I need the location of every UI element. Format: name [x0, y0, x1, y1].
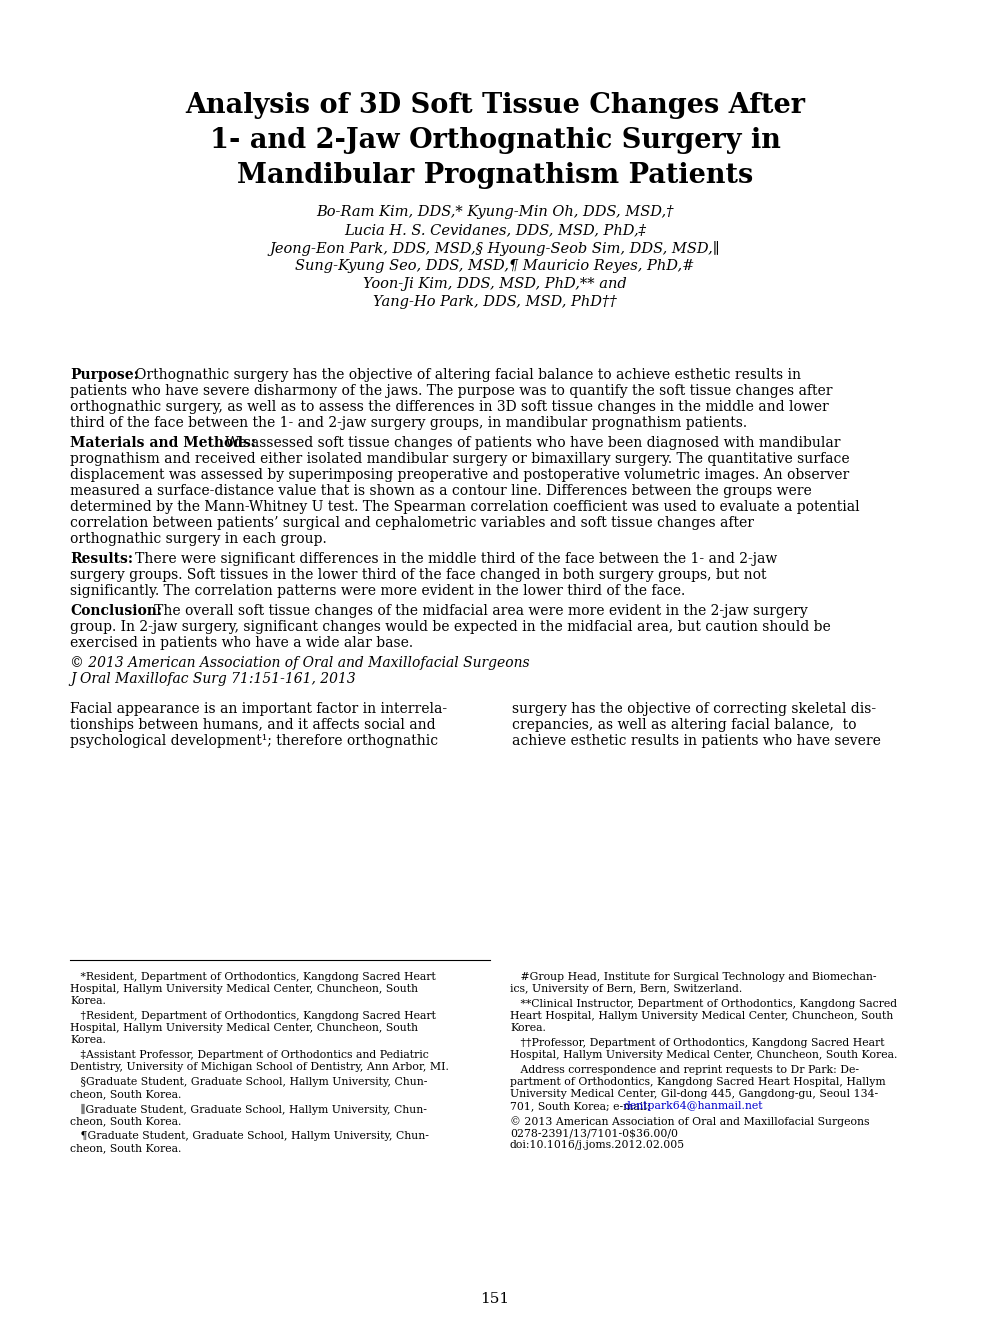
Text: third of the face between the 1- and 2-jaw surgery groups, in mandibular prognat: third of the face between the 1- and 2-j… [70, 416, 747, 430]
Text: crepancies, as well as altering facial balance,  to: crepancies, as well as altering facial b… [512, 718, 856, 733]
Text: patients who have severe disharmony of the jaws. The purpose was to quantify the: patients who have severe disharmony of t… [70, 384, 833, 399]
Text: Yang-Ho Park, DDS, MSD, PhD††: Yang-Ho Park, DDS, MSD, PhD†† [373, 294, 617, 309]
Text: Jeong-Eon Park, DDS, MSD,§ Hyoung-Seob Sim, DDS, MSD,∥: Jeong-Eon Park, DDS, MSD,§ Hyoung-Seob S… [269, 242, 721, 256]
Text: Materials and Methods:: Materials and Methods: [70, 436, 256, 450]
Text: Korea.: Korea. [510, 1023, 545, 1034]
Text: Address correspondence and reprint requests to Dr Park: De-: Address correspondence and reprint reque… [510, 1065, 859, 1074]
Text: ¶Graduate Student, Graduate School, Hallym University, Chun-: ¶Graduate Student, Graduate School, Hall… [70, 1131, 429, 1140]
Text: prognathism and received either isolated mandibular surgery or bimaxillary surge: prognathism and received either isolated… [70, 451, 849, 466]
Text: cheon, South Korea.: cheon, South Korea. [70, 1143, 181, 1152]
Text: *Resident, Department of Orthodontics, Kangdong Sacred Heart: *Resident, Department of Orthodontics, K… [70, 972, 436, 982]
Text: The overall soft tissue changes of the midfacial area were more evident in the 2: The overall soft tissue changes of the m… [141, 605, 808, 618]
Text: doi:10.1016/j.joms.2012.02.005: doi:10.1016/j.joms.2012.02.005 [510, 1140, 685, 1150]
Text: 1- and 2-Jaw Orthognathic Surgery in: 1- and 2-Jaw Orthognathic Surgery in [210, 127, 780, 154]
Text: ics, University of Bern, Bern, Switzerland.: ics, University of Bern, Bern, Switzerla… [510, 983, 742, 994]
Text: determined by the Mann-Whitney U test. The Spearman correlation coefficient was : determined by the Mann-Whitney U test. T… [70, 500, 859, 513]
Text: Hospital, Hallym University Medical Center, Chuncheon, South: Hospital, Hallym University Medical Cent… [70, 1023, 418, 1034]
Text: Yoon-Ji Kim, DDS, MSD, PhD,** and: Yoon-Ji Kim, DDS, MSD, PhD,** and [363, 277, 627, 290]
Text: Korea.: Korea. [70, 1035, 106, 1045]
Text: © 2013 American Association of Oral and Maxillofacial Surgeons: © 2013 American Association of Oral and … [70, 656, 530, 671]
Text: We assessed soft tissue changes of patients who have been diagnosed with mandibu: We assessed soft tissue changes of patie… [212, 436, 841, 450]
Text: #Group Head, Institute for Surgical Technology and Biomechan-: #Group Head, Institute for Surgical Tech… [510, 972, 876, 982]
Text: ‡Assistant Professor, Department of Orthodontics and Pediatric: ‡Assistant Professor, Department of Orth… [70, 1049, 429, 1060]
Text: ††Professor, Department of Orthodontics, Kangdong Sacred Heart: ††Professor, Department of Orthodontics,… [510, 1038, 884, 1048]
Text: displacement was assessed by superimposing preoperative and postoperative volume: displacement was assessed by superimposi… [70, 469, 849, 482]
Text: Results:: Results: [70, 552, 133, 566]
Text: psychological development¹; therefore orthognathic: psychological development¹; therefore or… [70, 734, 439, 748]
Text: §Graduate Student, Graduate School, Hallym University, Chun-: §Graduate Student, Graduate School, Hall… [70, 1077, 428, 1086]
Text: measured a surface-distance value that is shown as a contour line. Differences b: measured a surface-distance value that i… [70, 484, 812, 498]
Text: correlation between patients’ surgical and cephalometric variables and soft tiss: correlation between patients’ surgical a… [70, 516, 754, 531]
Text: achieve esthetic results in patients who have severe: achieve esthetic results in patients who… [512, 734, 881, 748]
Text: ∥Graduate Student, Graduate School, Hallym University, Chun-: ∥Graduate Student, Graduate School, Hall… [70, 1104, 427, 1115]
Text: orthognathic surgery, as well as to assess the differences in 3D soft tissue cha: orthognathic surgery, as well as to asse… [70, 400, 829, 414]
Text: exercised in patients who have a wide alar base.: exercised in patients who have a wide al… [70, 636, 413, 649]
Text: Korea.: Korea. [70, 997, 106, 1006]
Text: significantly. The correlation patterns were more evident in the lower third of : significantly. The correlation patterns … [70, 583, 685, 598]
Text: surgery has the objective of correcting skeletal dis-: surgery has the objective of correcting … [512, 702, 876, 715]
Text: †Resident, Department of Orthodontics, Kangdong Sacred Heart: †Resident, Department of Orthodontics, K… [70, 1011, 436, 1020]
Text: Purpose:: Purpose: [70, 368, 139, 381]
Text: © 2013 American Association of Oral and Maxillofacial Surgeons: © 2013 American Association of Oral and … [510, 1115, 869, 1127]
Text: cheon, South Korea.: cheon, South Korea. [70, 1089, 181, 1100]
Text: Facial appearance is an important factor in interrela-: Facial appearance is an important factor… [70, 702, 447, 715]
Text: group. In 2-jaw surgery, significant changes would be expected in the midfacial : group. In 2-jaw surgery, significant cha… [70, 620, 831, 634]
Text: Dentistry, University of Michigan School of Dentistry, Ann Arbor, MI.: Dentistry, University of Michigan School… [70, 1063, 448, 1072]
Text: 701, South Korea; e-mail:: 701, South Korea; e-mail: [510, 1101, 653, 1111]
Text: surgery groups. Soft tissues in the lower third of the face changed in both surg: surgery groups. Soft tissues in the lowe… [70, 568, 766, 582]
Text: Mandibular Prognathism Patients: Mandibular Prognathism Patients [237, 162, 753, 189]
Text: tionships between humans, and it affects social and: tionships between humans, and it affects… [70, 718, 436, 733]
Text: Sung-Kyung Seo, DDS, MSD,¶ Mauricio Reyes, PhD,#: Sung-Kyung Seo, DDS, MSD,¶ Mauricio Reye… [295, 259, 695, 273]
Text: Bo-Ram Kim, DDS,* Kyung-Min Oh, DDS, MSD,†: Bo-Ram Kim, DDS,* Kyung-Min Oh, DDS, MSD… [316, 205, 674, 219]
Text: orthognathic surgery in each group.: orthognathic surgery in each group. [70, 532, 327, 546]
Text: Lucia H. S. Cevidanes, DDS, MSD, PhD,‡: Lucia H. S. Cevidanes, DDS, MSD, PhD,‡ [344, 223, 646, 238]
Text: Hospital, Hallym University Medical Center, Chuncheon, South Korea.: Hospital, Hallym University Medical Cent… [510, 1049, 897, 1060]
Text: dentpark64@hanmail.net: dentpark64@hanmail.net [623, 1101, 762, 1111]
Text: Hospital, Hallym University Medical Center, Chuncheon, South: Hospital, Hallym University Medical Cent… [70, 983, 418, 994]
Text: There were significant differences in the middle third of the face between the 1: There were significant differences in th… [122, 552, 777, 566]
Text: 151: 151 [480, 1292, 510, 1305]
Text: Heart Hospital, Hallym University Medical Center, Chuncheon, South: Heart Hospital, Hallym University Medica… [510, 1011, 893, 1020]
Text: 0278-2391/13/7101-0$36.00/0: 0278-2391/13/7101-0$36.00/0 [510, 1129, 678, 1138]
Text: Conclusion:: Conclusion: [70, 605, 162, 618]
Text: J Oral Maxillofac Surg 71:151-161, 2013: J Oral Maxillofac Surg 71:151-161, 2013 [70, 672, 355, 686]
Text: partment of Orthodontics, Kangdong Sacred Heart Hospital, Hallym: partment of Orthodontics, Kangdong Sacre… [510, 1077, 886, 1086]
Text: Orthognathic surgery has the objective of altering facial balance to achieve est: Orthognathic surgery has the objective o… [122, 368, 801, 381]
Text: University Medical Center, Gil-dong 445, Gangdong-gu, Seoul 134-: University Medical Center, Gil-dong 445,… [510, 1089, 878, 1100]
Text: Analysis of 3D Soft Tissue Changes After: Analysis of 3D Soft Tissue Changes After [185, 92, 805, 119]
Text: cheon, South Korea.: cheon, South Korea. [70, 1115, 181, 1126]
Text: **Clinical Instructor, Department of Orthodontics, Kangdong Sacred: **Clinical Instructor, Department of Ort… [510, 999, 897, 1008]
